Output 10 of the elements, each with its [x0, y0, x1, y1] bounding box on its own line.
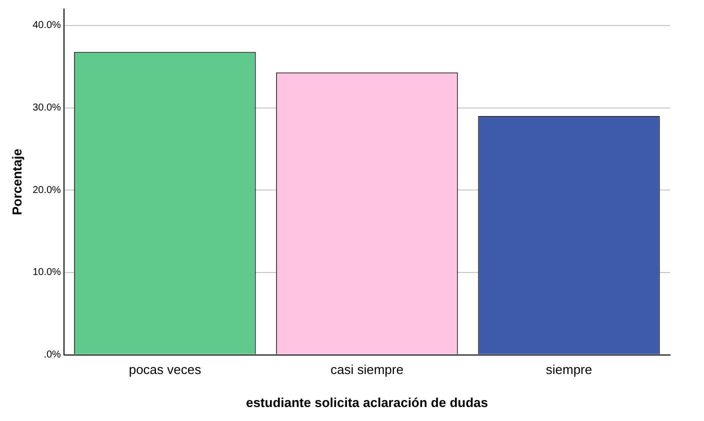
- y-tick-label: 30.0%: [32, 102, 62, 114]
- x-axis-title: estudiante solicita aclaración de dudas: [246, 394, 488, 410]
- x-tick-label: casi siempre: [330, 362, 404, 378]
- y-tick-label: 10.0%: [32, 267, 62, 278]
- y-tick-label: 40.0%: [32, 20, 62, 32]
- y-tick-label: .0%: [44, 350, 62, 361]
- y-tick-label: 20.0%: [32, 184, 62, 196]
- x-tick-label: pocas veces: [128, 362, 202, 378]
- x-tick-label: siempre: [546, 362, 592, 378]
- y-axis-title: Porcentaje: [9, 148, 24, 216]
